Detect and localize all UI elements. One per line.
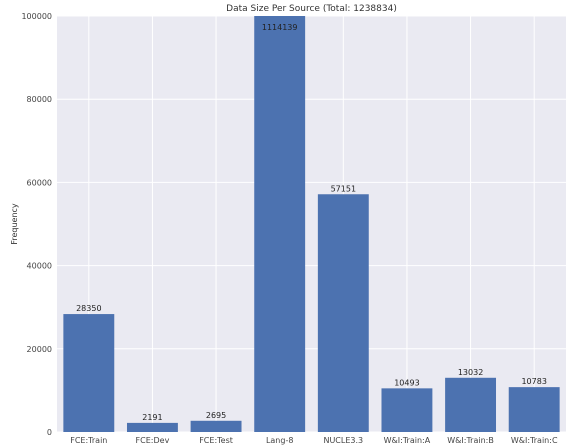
y-tick-label: 80000 bbox=[27, 95, 52, 104]
y-tick-label: 60000 bbox=[27, 178, 52, 187]
bar-value-label: 13032 bbox=[458, 368, 483, 377]
chart-title: Data Size Per Source (Total: 1238834) bbox=[226, 4, 397, 14]
bar-value-label: 1114139 bbox=[262, 23, 298, 32]
x-tick-label: FCE:Dev bbox=[136, 436, 170, 445]
x-axis-ticks: FCE:Train FCE:Dev FCE:Test Lang-8 NUCLE3.3 W&… bbox=[70, 436, 558, 445]
bar-value-label: 10783 bbox=[521, 377, 546, 386]
x-tick-label: FCE:Train bbox=[70, 436, 107, 445]
x-tick-label: FCE:Test bbox=[199, 436, 233, 445]
bar-fce-train bbox=[63, 314, 115, 432]
bar-fce-dev bbox=[126, 422, 178, 432]
y-tick-label: 40000 bbox=[27, 262, 52, 271]
y-axis-title: Frequency bbox=[10, 203, 19, 245]
plot-area bbox=[57, 16, 566, 432]
bars bbox=[63, 16, 560, 432]
bar-value-labels: 28350 2191 2695 1114139 57151 10493 13032 10783 bbox=[76, 23, 547, 422]
y-axis-ticks: 0 20000 40000 60000 80000 100000 bbox=[21, 12, 52, 437]
bar-fce-test bbox=[190, 420, 242, 432]
grid-lines bbox=[57, 15, 566, 433]
x-tick-label: W&I:Train:B bbox=[447, 436, 494, 445]
x-tick-label: Lang-8 bbox=[266, 436, 293, 445]
bar-lang-8 bbox=[254, 16, 306, 432]
bar-nucle3-3 bbox=[317, 194, 369, 432]
bar-value-label: 2191 bbox=[142, 413, 162, 422]
bar-value-label: 10493 bbox=[394, 378, 419, 387]
bar-w-i-train-c bbox=[508, 387, 560, 432]
bar-w-i-train-a bbox=[381, 388, 433, 432]
bar-value-label: 2695 bbox=[206, 411, 226, 420]
bar-w-i-train-b bbox=[445, 377, 497, 432]
bar-value-label: 28350 bbox=[76, 304, 101, 313]
y-tick-label: 100000 bbox=[21, 12, 52, 21]
x-tick-label: NUCLE3.3 bbox=[323, 436, 363, 445]
bar-value-label: 57151 bbox=[331, 184, 356, 193]
x-tick-label: W&I:Train:C bbox=[511, 436, 558, 445]
y-tick-label: 20000 bbox=[27, 345, 52, 354]
y-tick-label: 0 bbox=[47, 428, 52, 437]
x-tick-label: W&I:Train:A bbox=[384, 436, 431, 445]
